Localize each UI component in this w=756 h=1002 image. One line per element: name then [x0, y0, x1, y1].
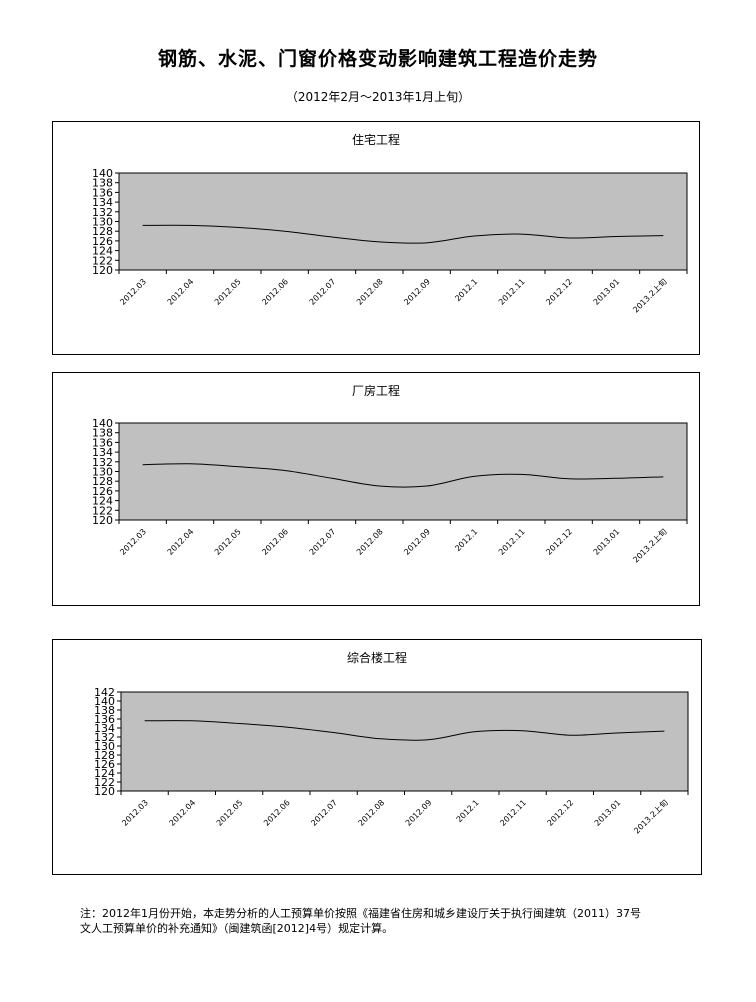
chart-title: 厂房工程 [352, 383, 400, 398]
y-tick-label: 120 [94, 785, 115, 798]
y-tick-label: 140 [92, 167, 113, 180]
x-tick-label: 2012.04 [168, 798, 198, 828]
y-tick-label: 138 [92, 427, 113, 440]
y-tick-label: 122 [94, 776, 115, 789]
page-title: 钢筋、水泥、门窗价格变动影响建筑工程造价走势 [157, 48, 598, 70]
x-tick-label: 2012.08 [355, 527, 385, 557]
x-tick-label: 2012.06 [260, 527, 290, 557]
y-tick-label: 136 [94, 713, 115, 726]
x-tick-label: 2013.01 [592, 527, 622, 557]
y-tick-label: 140 [92, 417, 113, 430]
plot-area [118, 172, 688, 271]
plot-area [120, 691, 689, 792]
x-tick-label: 2013.2上旬 [632, 797, 670, 835]
y-tick-label: 138 [94, 704, 115, 717]
x-tick-label: 2012.11 [497, 277, 527, 307]
x-tick-label: 2012.09 [402, 277, 432, 307]
y-tick-label: 134 [92, 196, 113, 209]
x-tick-label: 2013.2上旬 [631, 526, 669, 564]
series-line [144, 720, 665, 741]
y-tick-label: 136 [92, 436, 113, 449]
x-tick-label: 2012.08 [357, 798, 387, 828]
x-tick-label: 2012.08 [355, 277, 385, 307]
chart-factory: 厂房工程 120 122 124 126 128 130 132 134 136 138 140 201… [52, 372, 700, 606]
y-tick-label: 120 [92, 514, 113, 527]
x-tick-label: 2013.01 [593, 798, 623, 828]
chart-title: 住宅工程 [352, 132, 400, 147]
y-tick-label: 130 [92, 466, 113, 479]
x-tick-label: 2012.05 [213, 527, 243, 557]
series-line [142, 224, 664, 244]
y-tick-label: 140 [94, 695, 115, 708]
footnote-line-2: 文人工预算单价的补充通知》（闽建筑函[2012]4号）规定计算。 [80, 922, 394, 935]
y-tick-label: 138 [92, 177, 113, 190]
x-tick-label: 2013.01 [592, 277, 622, 307]
plot-area [118, 422, 688, 521]
y-tick-label: 132 [92, 206, 113, 219]
x-tick-label: 2012.04 [166, 277, 196, 307]
x-tick-label: 2013.2上旬 [631, 276, 669, 314]
y-tick-label: 122 [92, 504, 113, 517]
y-tick-label: 128 [92, 475, 113, 488]
x-tick-label: 2012.03 [118, 277, 148, 307]
x-tick-label: 2012.1 [455, 798, 481, 824]
x-tick-label: 2012.07 [308, 277, 338, 307]
x-tick-label: 2012.1 [453, 527, 479, 553]
y-tick-label: 124 [94, 767, 115, 780]
y-tick-label: 136 [92, 186, 113, 199]
x-tick-label: 2012.09 [402, 527, 432, 557]
x-tick-label: 2012.11 [497, 527, 527, 557]
footnote: 注：2012年1月份开始，本走势分析的人工预算单价按照《福建省住房和城乡建设厅关… [80, 906, 690, 936]
y-tick-label: 122 [92, 254, 113, 267]
y-tick-label: 126 [92, 485, 113, 498]
y-tick-label: 120 [92, 264, 113, 277]
y-tick-label: 130 [92, 216, 113, 229]
y-tick-label: 124 [92, 245, 113, 258]
x-tick-label: 2012.03 [120, 798, 150, 828]
y-tick-label: 134 [92, 446, 113, 459]
y-tick-label: 128 [92, 225, 113, 238]
footnote-line-1: 注：2012年1月份开始，本走势分析的人工预算单价按照《福建省住房和城乡建设厅关… [80, 907, 641, 920]
x-tick-label: 2012.07 [308, 527, 338, 557]
x-tick-label: 2012.12 [544, 277, 574, 307]
x-tick-label: 2012.1 [453, 277, 479, 303]
chart-title: 综合楼工程 [347, 650, 407, 665]
x-tick-label: 2012.03 [118, 527, 148, 557]
y-tick-label: 132 [94, 731, 115, 744]
y-tick-label: 124 [92, 495, 113, 508]
y-tick-label: 134 [94, 722, 115, 735]
y-tick-label: 130 [94, 740, 115, 753]
chart-complex: 综合楼工程 120 122 124 126 128 130 132 134 136 138 140 14… [52, 639, 702, 875]
x-tick-label: 2012.06 [262, 798, 292, 828]
y-tick-label: 126 [92, 235, 113, 248]
x-tick-label: 2012.07 [309, 798, 339, 828]
series-line [142, 463, 664, 488]
x-tick-label: 2012.05 [213, 277, 243, 307]
x-tick-label: 2012.09 [404, 798, 434, 828]
x-tick-label: 2012.12 [546, 798, 576, 828]
x-tick-label: 2012.12 [544, 527, 574, 557]
x-tick-label: 2012.06 [260, 277, 290, 307]
y-tick-label: 126 [94, 758, 115, 771]
chart-residential: 住宅工程 120 122 124 126 128 130 132 134 136 138 140 201… [52, 121, 700, 355]
y-tick-label: 142 [94, 686, 115, 699]
x-tick-label: 2012.04 [166, 527, 196, 557]
chart-svg: 综合楼工程 12012212412612813013213413613814014… [94, 650, 689, 836]
x-tick-label: 2012.05 [215, 798, 245, 828]
page-subtitle: （2012年2月～2013年1月上旬） [285, 90, 471, 104]
y-tick-label: 132 [92, 456, 113, 469]
y-tick-label: 128 [94, 749, 115, 762]
x-tick-label: 2012.11 [498, 798, 528, 828]
